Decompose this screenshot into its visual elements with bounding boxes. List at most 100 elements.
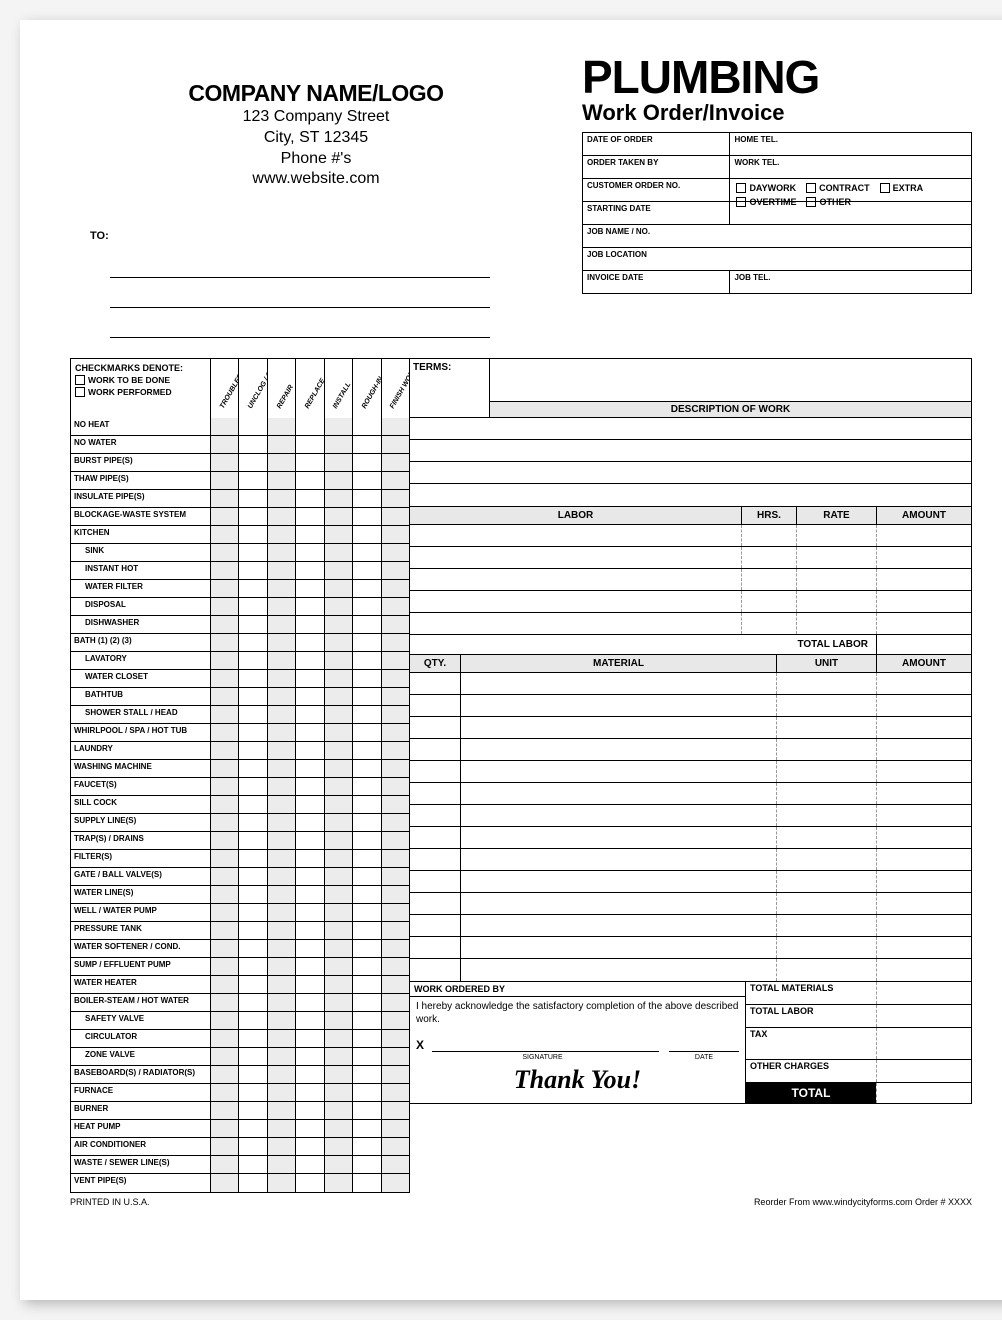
- item-checkbox[interactable]: [268, 1156, 296, 1173]
- item-checkbox[interactable]: [325, 670, 353, 687]
- item-checkbox[interactable]: [211, 1048, 239, 1065]
- item-checkbox[interactable]: [325, 652, 353, 669]
- item-checkbox[interactable]: [296, 1084, 324, 1101]
- item-checkbox[interactable]: [382, 688, 409, 705]
- item-checkbox[interactable]: [296, 634, 324, 651]
- item-checkbox[interactable]: [268, 1012, 296, 1029]
- item-checkbox[interactable]: [325, 742, 353, 759]
- item-checkbox[interactable]: [353, 508, 381, 525]
- item-checkbox[interactable]: [268, 778, 296, 795]
- item-checkbox[interactable]: [325, 886, 353, 903]
- checkbox-work-performed[interactable]: [75, 387, 85, 397]
- material-row[interactable]: [410, 783, 971, 805]
- item-checkbox[interactable]: [353, 454, 381, 471]
- item-checkbox[interactable]: [353, 544, 381, 561]
- item-checkbox[interactable]: [211, 472, 239, 489]
- item-checkbox[interactable]: [211, 922, 239, 939]
- material-row[interactable]: [410, 871, 971, 893]
- item-checkbox[interactable]: [382, 868, 409, 885]
- item-checkbox[interactable]: [296, 526, 324, 543]
- item-checkbox[interactable]: [211, 544, 239, 561]
- item-checkbox[interactable]: [296, 418, 324, 435]
- item-checkbox[interactable]: [325, 1102, 353, 1119]
- item-checkbox[interactable]: [382, 418, 409, 435]
- item-checkbox[interactable]: [268, 796, 296, 813]
- item-checkbox[interactable]: [211, 1084, 239, 1101]
- item-checkbox[interactable]: [239, 634, 267, 651]
- item-checkbox[interactable]: [296, 688, 324, 705]
- item-checkbox[interactable]: [325, 490, 353, 507]
- checkbox-contract[interactable]: [806, 183, 816, 193]
- item-checkbox[interactable]: [353, 526, 381, 543]
- item-checkbox[interactable]: [268, 958, 296, 975]
- item-checkbox[interactable]: [211, 796, 239, 813]
- item-checkbox[interactable]: [325, 634, 353, 651]
- item-checkbox[interactable]: [268, 472, 296, 489]
- item-checkbox[interactable]: [325, 814, 353, 831]
- item-checkbox[interactable]: [296, 868, 324, 885]
- item-checkbox[interactable]: [268, 562, 296, 579]
- item-checkbox[interactable]: [211, 580, 239, 597]
- item-checkbox[interactable]: [268, 1102, 296, 1119]
- material-row[interactable]: [410, 717, 971, 739]
- item-checkbox[interactable]: [296, 1156, 324, 1173]
- item-checkbox[interactable]: [382, 508, 409, 525]
- item-checkbox[interactable]: [211, 436, 239, 453]
- item-checkbox[interactable]: [382, 1012, 409, 1029]
- item-checkbox[interactable]: [239, 922, 267, 939]
- item-checkbox[interactable]: [296, 1120, 324, 1137]
- item-checkbox[interactable]: [239, 1084, 267, 1101]
- item-checkbox[interactable]: [211, 940, 239, 957]
- item-checkbox[interactable]: [325, 994, 353, 1011]
- item-checkbox[interactable]: [239, 526, 267, 543]
- item-checkbox[interactable]: [239, 436, 267, 453]
- item-checkbox[interactable]: [382, 526, 409, 543]
- item-checkbox[interactable]: [353, 1066, 381, 1083]
- item-checkbox[interactable]: [296, 472, 324, 489]
- item-checkbox[interactable]: [296, 742, 324, 759]
- checkbox-work-to-be-done[interactable]: [75, 375, 85, 385]
- item-checkbox[interactable]: [211, 1174, 239, 1192]
- item-checkbox[interactable]: [211, 742, 239, 759]
- item-checkbox[interactable]: [239, 1066, 267, 1083]
- item-checkbox[interactable]: [382, 1030, 409, 1047]
- item-checkbox[interactable]: [296, 1174, 324, 1192]
- item-checkbox[interactable]: [268, 598, 296, 615]
- to-line-1[interactable]: [110, 254, 490, 278]
- item-checkbox[interactable]: [296, 670, 324, 687]
- item-checkbox[interactable]: [325, 508, 353, 525]
- item-checkbox[interactable]: [353, 886, 381, 903]
- item-checkbox[interactable]: [325, 1030, 353, 1047]
- item-checkbox[interactable]: [211, 1102, 239, 1119]
- item-checkbox[interactable]: [353, 724, 381, 741]
- item-checkbox[interactable]: [353, 832, 381, 849]
- item-checkbox[interactable]: [353, 922, 381, 939]
- item-checkbox[interactable]: [239, 1120, 267, 1137]
- item-checkbox[interactable]: [296, 796, 324, 813]
- item-checkbox[interactable]: [239, 742, 267, 759]
- item-checkbox[interactable]: [239, 1012, 267, 1029]
- item-checkbox[interactable]: [239, 868, 267, 885]
- item-checkbox[interactable]: [353, 562, 381, 579]
- item-checkbox[interactable]: [382, 832, 409, 849]
- item-checkbox[interactable]: [353, 904, 381, 921]
- item-checkbox[interactable]: [353, 652, 381, 669]
- item-checkbox[interactable]: [211, 1030, 239, 1047]
- item-checkbox[interactable]: [296, 850, 324, 867]
- item-checkbox[interactable]: [325, 922, 353, 939]
- item-checkbox[interactable]: [353, 418, 381, 435]
- item-checkbox[interactable]: [382, 742, 409, 759]
- item-checkbox[interactable]: [325, 976, 353, 993]
- item-checkbox[interactable]: [296, 940, 324, 957]
- item-checkbox[interactable]: [382, 562, 409, 579]
- item-checkbox[interactable]: [353, 1048, 381, 1065]
- item-checkbox[interactable]: [211, 832, 239, 849]
- item-checkbox[interactable]: [296, 490, 324, 507]
- item-checkbox[interactable]: [353, 850, 381, 867]
- item-checkbox[interactable]: [353, 580, 381, 597]
- item-checkbox[interactable]: [268, 454, 296, 471]
- item-checkbox[interactable]: [239, 778, 267, 795]
- item-checkbox[interactable]: [211, 562, 239, 579]
- item-checkbox[interactable]: [239, 652, 267, 669]
- item-checkbox[interactable]: [268, 670, 296, 687]
